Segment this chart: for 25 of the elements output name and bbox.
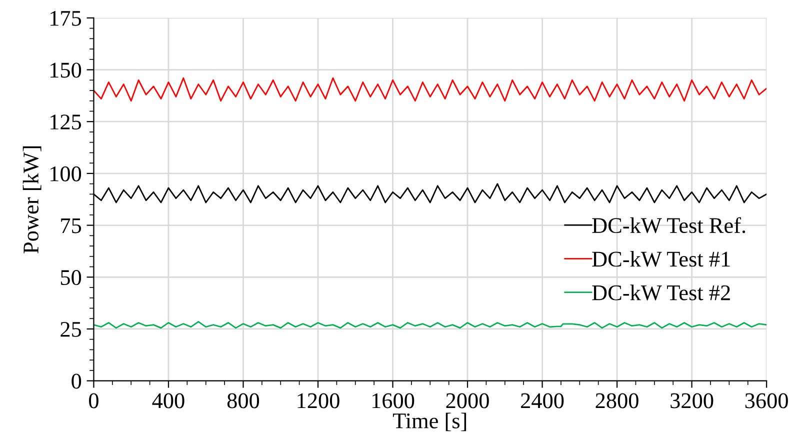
y-tick-label: 175	[50, 10, 82, 26]
line-series	[94, 321, 767, 329]
x-tick-label: 2000	[446, 393, 489, 408]
y-axis-title: Power [kW]	[22, 146, 42, 254]
x-tick-label: 1600	[372, 393, 414, 408]
x-tick-label: 400	[152, 393, 184, 408]
y-tick-label: 100	[50, 166, 82, 182]
x-tick-label: 3600	[745, 393, 788, 408]
x-tick-label: 2400	[521, 393, 564, 408]
y-tick-label: 150	[50, 62, 82, 78]
x-tick-label: 3200	[670, 393, 714, 408]
y-tick-label: 0	[72, 374, 82, 389]
y-tick-label: 50	[60, 270, 82, 286]
x-tick-label: 0	[89, 393, 98, 408]
legend-label: DC-kW Test Ref.	[592, 217, 746, 234]
legend-label: DC-kW Test #2	[592, 284, 730, 300]
y-tick-label: 75	[61, 218, 82, 234]
x-tick-label: 2800	[596, 393, 638, 408]
line-series	[94, 77, 767, 102]
y-tick-label: 25	[60, 322, 82, 337]
y-tick-label: 125	[50, 114, 82, 130]
x-tick-label: 1200	[298, 393, 340, 408]
x-tick-label: 800	[227, 393, 260, 408]
x-axis-title: Time [s]	[392, 412, 466, 432]
legend-label: DC-kW Test #1	[592, 251, 730, 267]
